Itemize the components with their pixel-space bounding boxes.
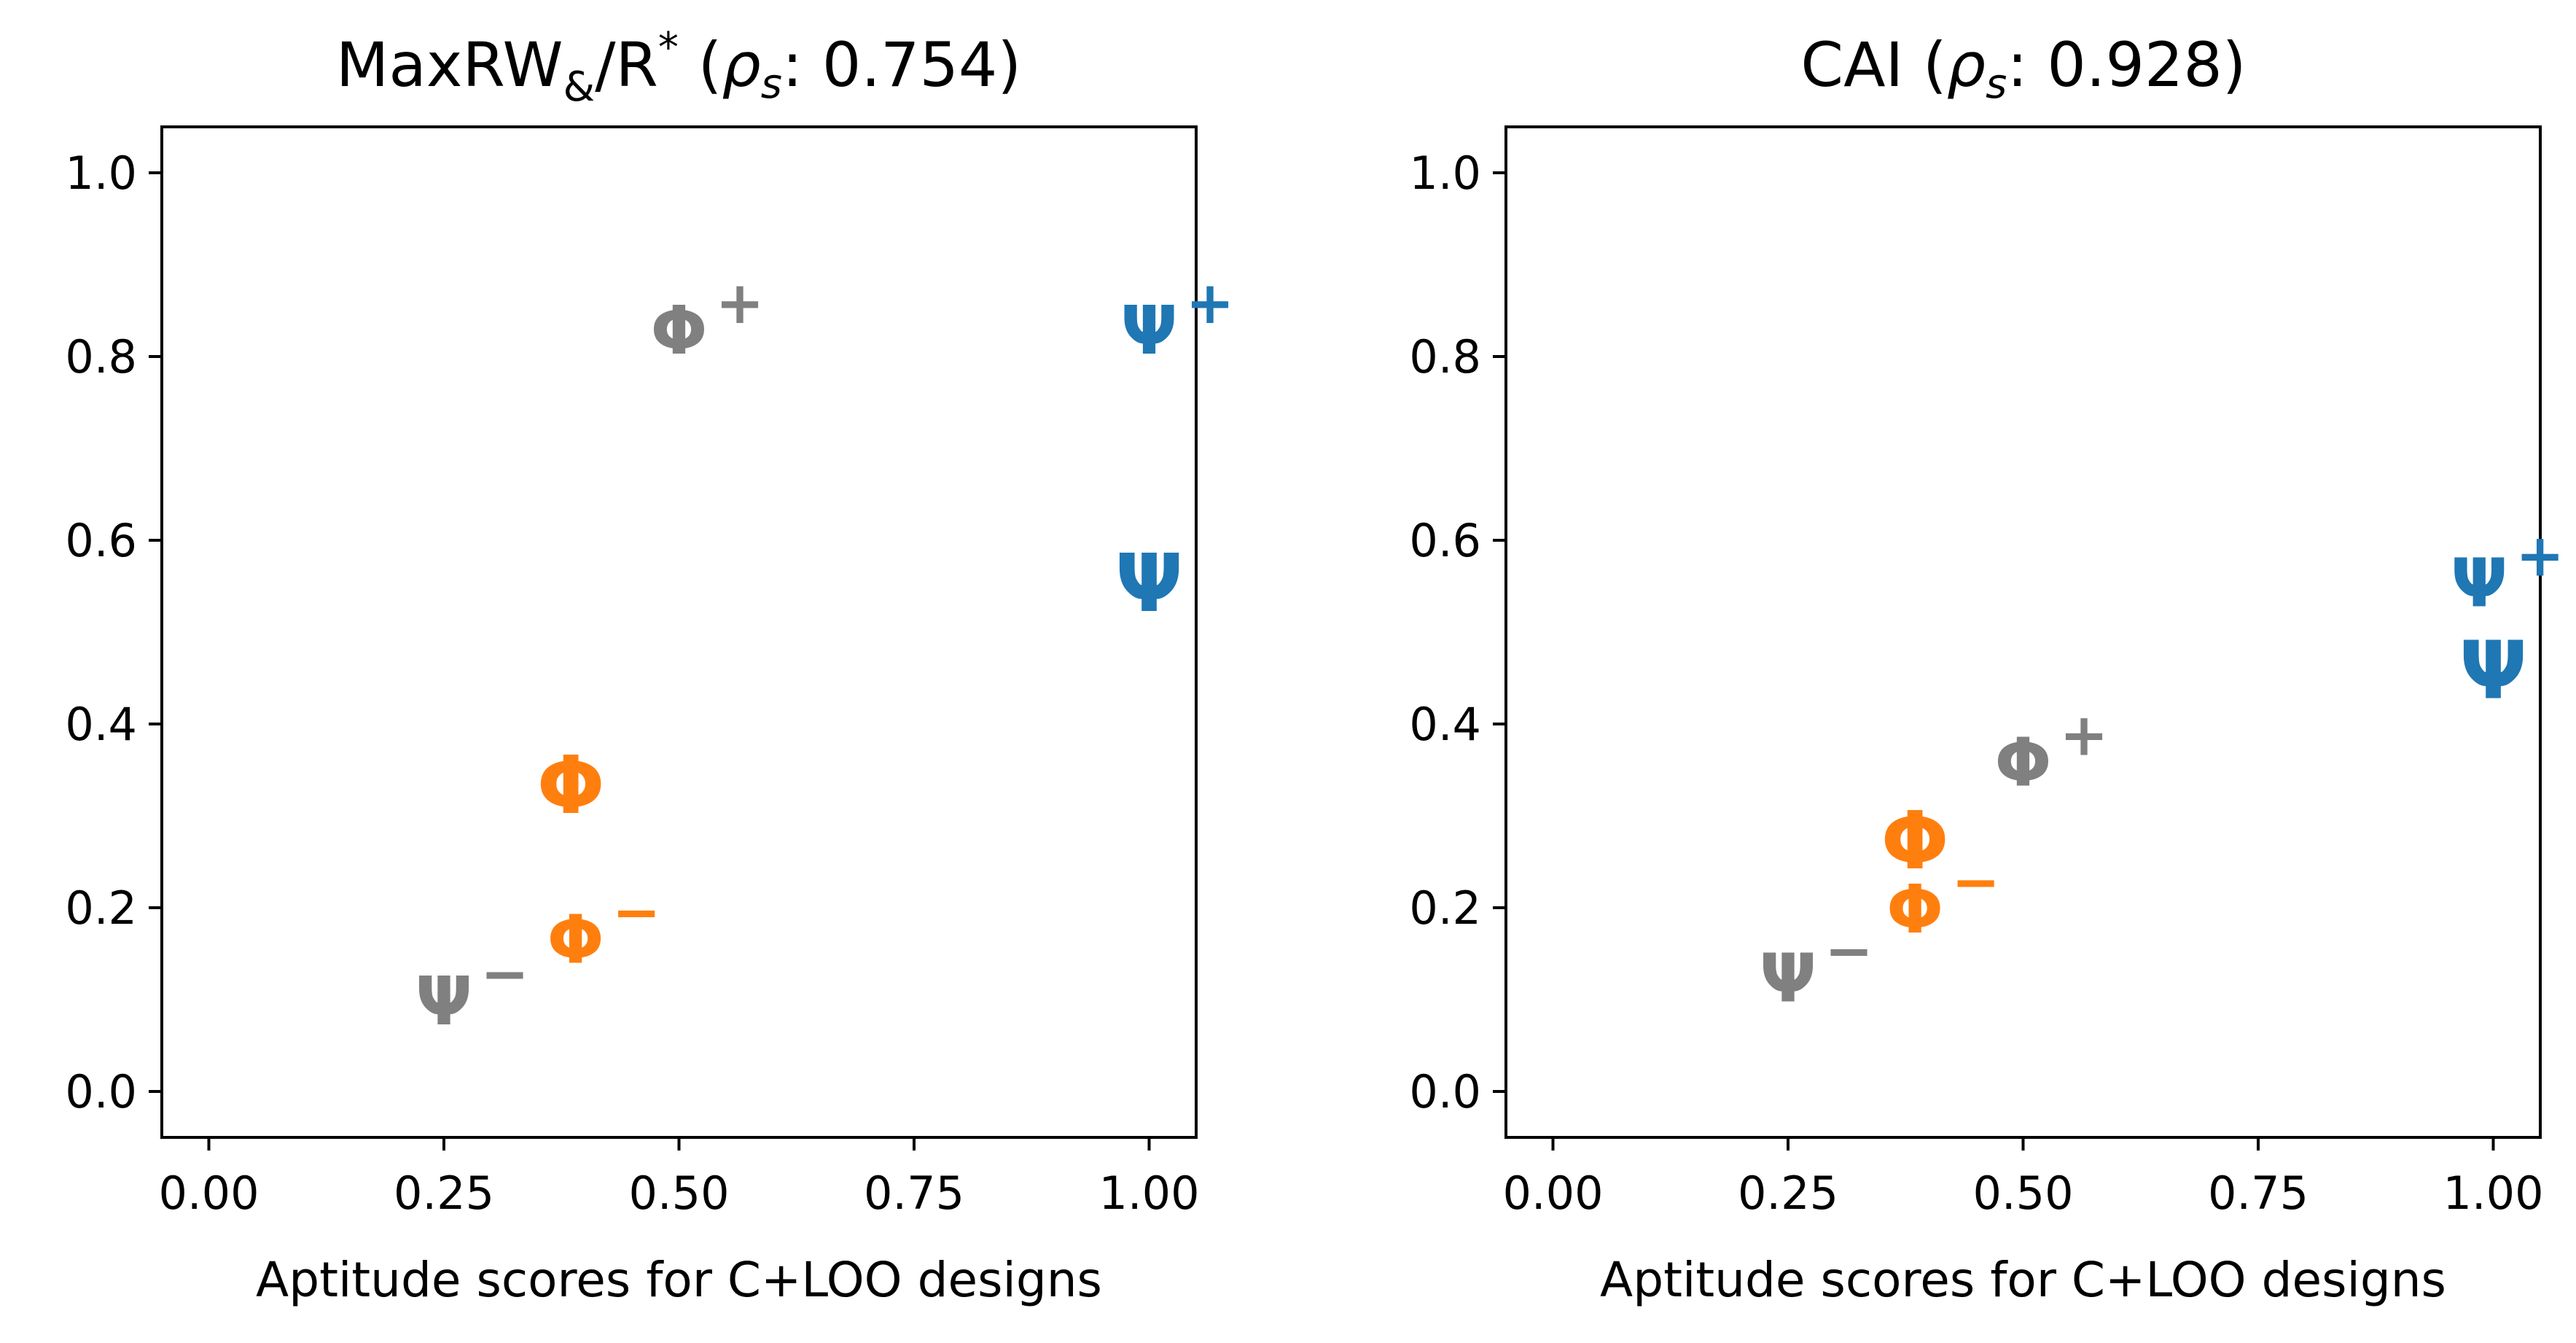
x-tick-label: 1.00 <box>1098 1167 1199 1220</box>
y-tick-label: 0.6 <box>65 514 137 567</box>
data-point-sign: + <box>2515 522 2564 590</box>
y-tick-label: 0.2 <box>65 881 137 935</box>
data-point-marker: Ψ + <box>2451 522 2564 623</box>
data-point-glyph: Φ <box>1994 723 2051 801</box>
y-tick-label: 0.6 <box>1409 514 1481 567</box>
data-point-glyph: Ψ <box>1120 292 1177 370</box>
y-tick-label: 0.2 <box>1409 881 1481 935</box>
data-point-glyph: Φ <box>650 292 707 370</box>
chart-panel-1: 0.00 0.25 0.50 0.75 1.00 0.0 0.2 0.4 0.6 0.8 1.0 Ap… <box>65 24 1234 1308</box>
data-point-sign: + <box>1186 269 1235 337</box>
data-point-sign: − <box>480 940 529 1008</box>
x-tick-label: 0.50 <box>628 1167 729 1220</box>
x-tick-label: 0.75 <box>864 1167 964 1220</box>
data-point-glyph: Ψ <box>2451 545 2507 623</box>
data-point-sign: − <box>1951 848 2000 916</box>
x-tick-label: 0.00 <box>158 1167 259 1220</box>
x-tick-label: 0.75 <box>2208 1167 2308 1220</box>
data-point-glyph: Ψ <box>1115 537 1183 630</box>
y-tick-label: 0.0 <box>65 1065 137 1118</box>
data-point-glyph: Ψ <box>2459 624 2527 717</box>
data-point-glyph: Φ <box>547 901 604 979</box>
plot-frame <box>160 125 1198 1139</box>
y-tick-label: 0.4 <box>1409 698 1481 751</box>
chart-title: MaxRW&/R* (ρs: 0.754) <box>336 24 1021 111</box>
data-point-marker: Φ <box>1881 794 1949 887</box>
data-point-marker: Ψ <box>2459 624 2527 717</box>
y-tick-label: 0.0 <box>1409 1065 1481 1118</box>
x-tick-label: 0.00 <box>1502 1167 1603 1220</box>
y-tick-label: 1.0 <box>65 147 137 200</box>
x-tick-label: 0.25 <box>1738 1167 1838 1220</box>
data-point-glyph: Φ <box>1886 871 1943 949</box>
data-point-glyph: Φ <box>1881 794 1949 887</box>
x-tick-label: 0.50 <box>1972 1167 2073 1220</box>
x-tick-label: 1.00 <box>2443 1167 2543 1220</box>
chart-title: CAI (ρs: 0.928) <box>1800 29 2246 108</box>
data-point-marker: Ψ − <box>415 940 529 1040</box>
data-point-glyph: Φ <box>536 739 605 832</box>
data-point-marker: Φ − <box>547 879 660 979</box>
x-axis-label: Aptitude scores for C+LOO designs <box>1600 1252 2446 1308</box>
data-point-marker: Φ − <box>1886 848 2000 949</box>
data-point-sign: + <box>716 269 765 337</box>
data-point-marker: Φ + <box>1994 701 2108 801</box>
y-tick-label: 0.4 <box>65 698 137 751</box>
y-tick-label: 0.8 <box>65 330 137 384</box>
y-tick-label: 0.8 <box>1409 330 1481 384</box>
data-point-sign: − <box>612 879 661 946</box>
data-point-glyph: Ψ <box>1760 940 1816 1018</box>
data-point-marker: Φ <box>536 739 605 832</box>
chart-panel-2: 0.00 0.25 0.50 0.75 1.00 0.0 0.2 0.4 0.6 0.8 1.0 Ap… <box>1409 29 2564 1308</box>
x-axis-label: Aptitude scores for C+LOO designs <box>256 1252 1102 1308</box>
data-point-glyph: Ψ <box>415 962 472 1040</box>
data-point-marker: Ψ + <box>1120 269 1234 370</box>
data-point-marker: Φ + <box>650 269 764 370</box>
data-point-marker: Ψ <box>1115 537 1183 630</box>
data-point-sign: − <box>1824 917 1873 985</box>
plot-frame <box>1504 125 2542 1139</box>
x-tick-label: 0.25 <box>394 1167 494 1220</box>
y-tick-label: 1.0 <box>1409 147 1481 200</box>
data-point-sign: + <box>2060 701 2109 768</box>
data-point-marker: Ψ − <box>1760 917 1873 1018</box>
